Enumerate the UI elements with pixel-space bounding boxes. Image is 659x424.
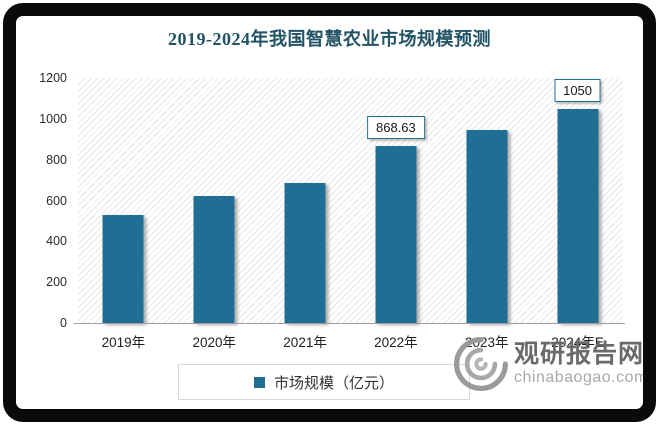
y-tick-label: 400 [46,234,67,249]
bar-slot [169,78,260,323]
y-tick-label: 1200 [39,71,67,85]
y-axis: 0 200 400 600 800 1000 1200 [0,72,67,330]
y-tick-label: 0 [60,316,67,330]
bar-2022年 [375,145,417,323]
chart-title: 2019-2024年我国智慧农业市场规模预测 [168,29,491,49]
legend-label: 市场规模（亿元） [273,374,394,392]
bar-value-label: 868.63 [367,115,425,139]
y-tick-label: 200 [46,275,67,290]
x-axis-line [74,323,625,324]
watermark-text: 观研报告网 chinabaogao.com [514,342,648,386]
x-tick-label: 2019年 [101,335,146,350]
bar-slot [260,78,351,323]
y-tick-label: 600 [46,193,67,208]
watermark-brand: 观研报告网 [514,340,645,368]
x-tick-label: 2020年 [192,335,237,350]
legend: 市场规模（亿元） [178,364,470,400]
watermark: 观研报告网 chinabaogao.com [452,330,652,398]
bar-2023年 [466,130,508,323]
bar-2024年E [557,108,599,323]
bar-2019年 [102,214,144,323]
x-tick-label: 2021年 [283,335,327,350]
bar-slot [441,78,532,323]
bar-slot [78,78,169,323]
bar-2020年 [193,196,235,323]
bar-slot: 868.63 [350,78,441,323]
watermark-logo-icon [454,337,508,391]
watermark-domain: chinabaogao.com [514,369,648,386]
y-tick-label: 1000 [39,111,67,126]
bar-2021年 [284,182,326,323]
plot-area: 868.63 1050 [78,78,623,323]
bar-slot: 1050 [532,78,623,323]
x-tick-label: 2024年E [551,335,604,350]
bar-value-label: 1050 [554,78,602,102]
legend-swatch [253,376,265,388]
x-axis-labels: 2019年 2020年 2021年 2022年 2023年 2024年E [78,331,623,351]
y-tick-label: 800 [46,152,67,167]
x-tick-label: 2022年 [374,335,418,350]
